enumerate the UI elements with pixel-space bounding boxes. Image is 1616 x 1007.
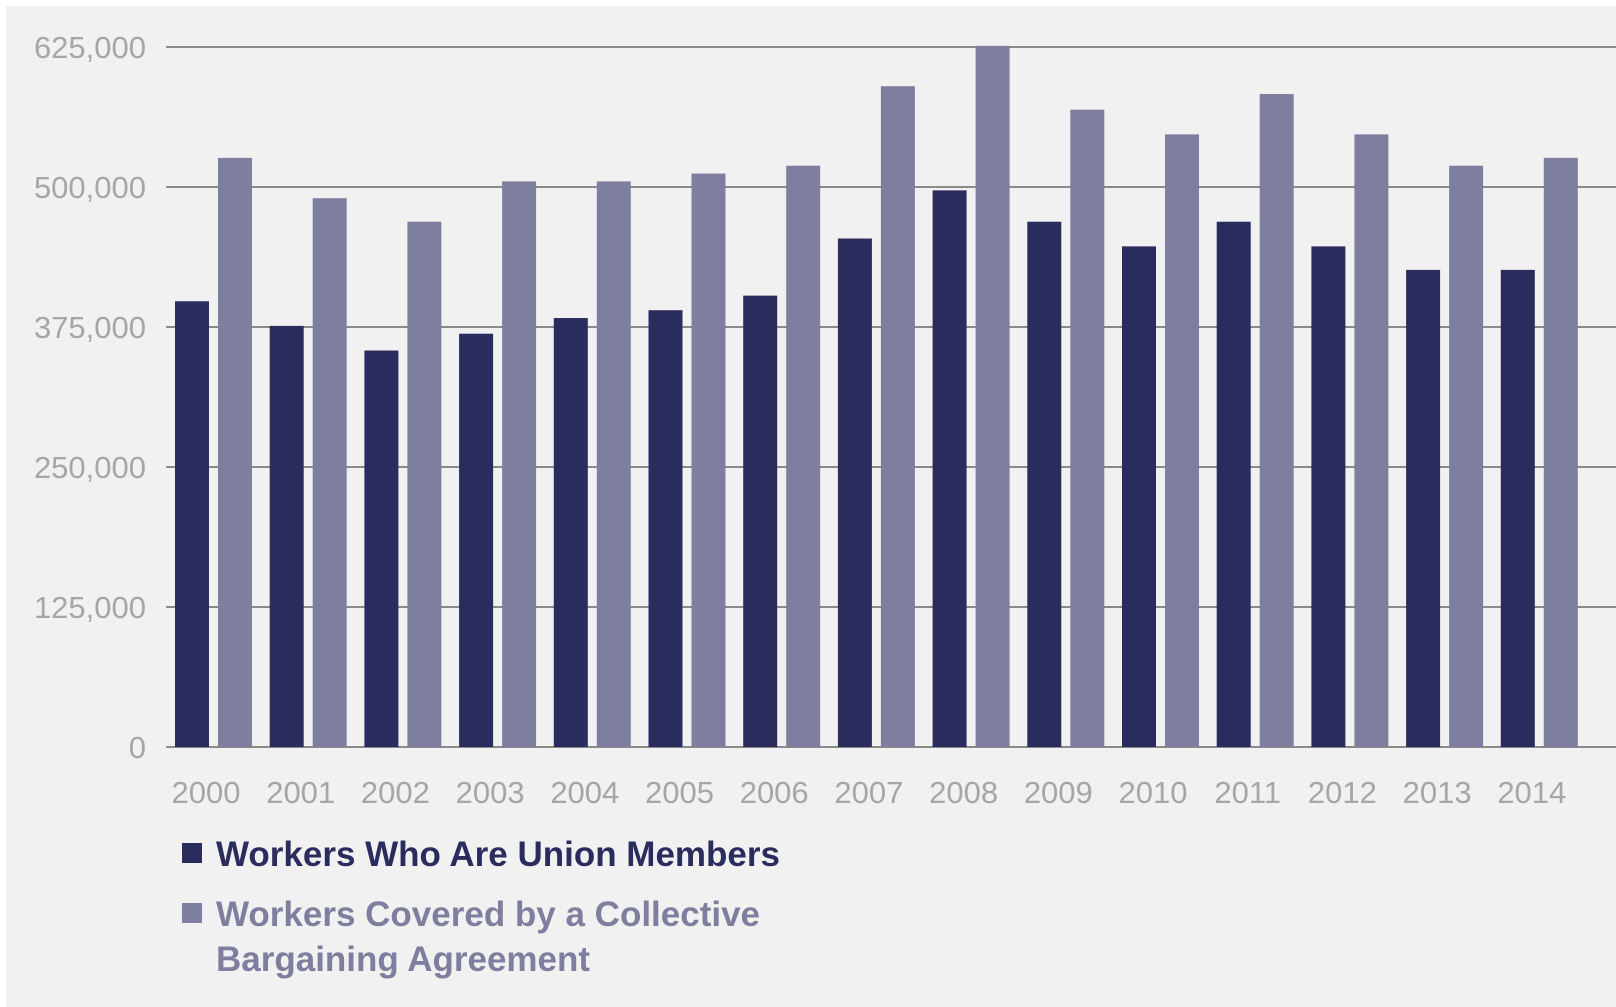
bar-covered-workers-2006 [786,165,821,748]
bar-covered-workers-2000 [218,157,252,747]
y-axis-tick-labels: 0 125,000 250,000 375,000 500,000 625,000 [34,30,146,765]
bar-covered-workers-2012 [1354,134,1389,748]
x-tick-label-2008: 2008 [929,775,998,810]
bar-covered-workers-2002 [407,221,442,748]
x-tick-label-2006: 2006 [740,775,809,810]
bar-chart: 0 125,000 250,000 375,000 500,000 625,000 200… [34,30,1616,810]
bar-covered-workers-2005 [691,173,726,747]
bar-covered-workers-2011 [1259,94,1294,748]
bar-covered-workers-2008 [975,45,1010,747]
y-tick-label-250000: 250,000 [34,450,146,485]
x-tick-label-2001: 2001 [266,775,335,810]
bar-covered-workers-2010 [1165,134,1199,748]
x-axis-tick-labels: 2000 2001 2002 2003 2004 2005 2006 2007 2008 2009… [172,775,1567,810]
bar-union-members-2002 [364,350,399,747]
legend-item-covered-workers: Workers Covered by a Collective Bargaini… [182,892,876,982]
x-tick-label-2000: 2000 [172,775,241,810]
x-tick-label-2007: 2007 [834,775,903,810]
bar-union-members-2008 [932,190,967,748]
x-tick-label-2005: 2005 [645,775,714,810]
legend-label-union-members: Workers Who Are Union Members [216,835,780,874]
chart-panel: 0 125,000 250,000 375,000 500,000 625,000 200… [6,6,1616,1007]
bar-covered-workers-2007 [880,86,915,747]
x-tick-label-2011: 2011 [1214,775,1281,810]
bar-union-members-2005 [648,310,683,747]
x-tick-label-2002: 2002 [361,775,430,810]
legend-label-covered-workers: Workers Covered by a Collective Bargaini… [216,895,761,979]
y-tick-label-375000: 375,000 [34,310,146,345]
y-tick-label-125000: 125,000 [34,590,146,625]
x-tick-label-2012: 2012 [1308,775,1377,810]
bar-union-members-2011 [1216,221,1251,748]
bar-union-members-2001 [269,325,304,747]
bar-union-members-2009 [1027,221,1062,748]
bar-union-members-2004 [553,318,588,747]
bar-covered-workers-2004 [596,181,631,747]
x-tick-label-2009: 2009 [1024,775,1093,810]
x-tick-label-2014: 2014 [1497,775,1566,810]
bar-covered-workers-2001 [312,198,347,747]
bar-union-members-2000 [175,301,209,747]
bar-union-members-2014 [1500,269,1535,747]
legend-swatch-union-members [182,843,202,863]
legend-item-union-members: Workers Who Are Union Members [182,832,876,877]
bar-covered-workers-2009 [1070,109,1105,748]
legend-swatch-covered-workers [182,903,202,923]
bar-union-members-2013 [1406,269,1441,747]
y-tick-label-500000: 500,000 [34,170,146,205]
bars [175,45,1578,748]
bar-covered-workers-2014 [1543,157,1578,747]
bar-covered-workers-2013 [1449,165,1484,748]
bar-union-members-2010 [1122,246,1156,748]
y-tick-label-0: 0 [129,730,146,765]
y-tick-label-625000: 625,000 [34,30,146,65]
x-tick-label-2010: 2010 [1119,775,1188,810]
bar-union-members-2012 [1311,246,1346,748]
x-tick-label-2013: 2013 [1403,775,1472,810]
bar-union-members-2007 [837,238,872,747]
bar-covered-workers-2003 [502,181,537,747]
x-tick-label-2004: 2004 [550,775,619,810]
bar-union-members-2006 [743,295,778,747]
bar-union-members-2003 [459,333,494,747]
x-tick-label-2003: 2003 [456,775,525,810]
